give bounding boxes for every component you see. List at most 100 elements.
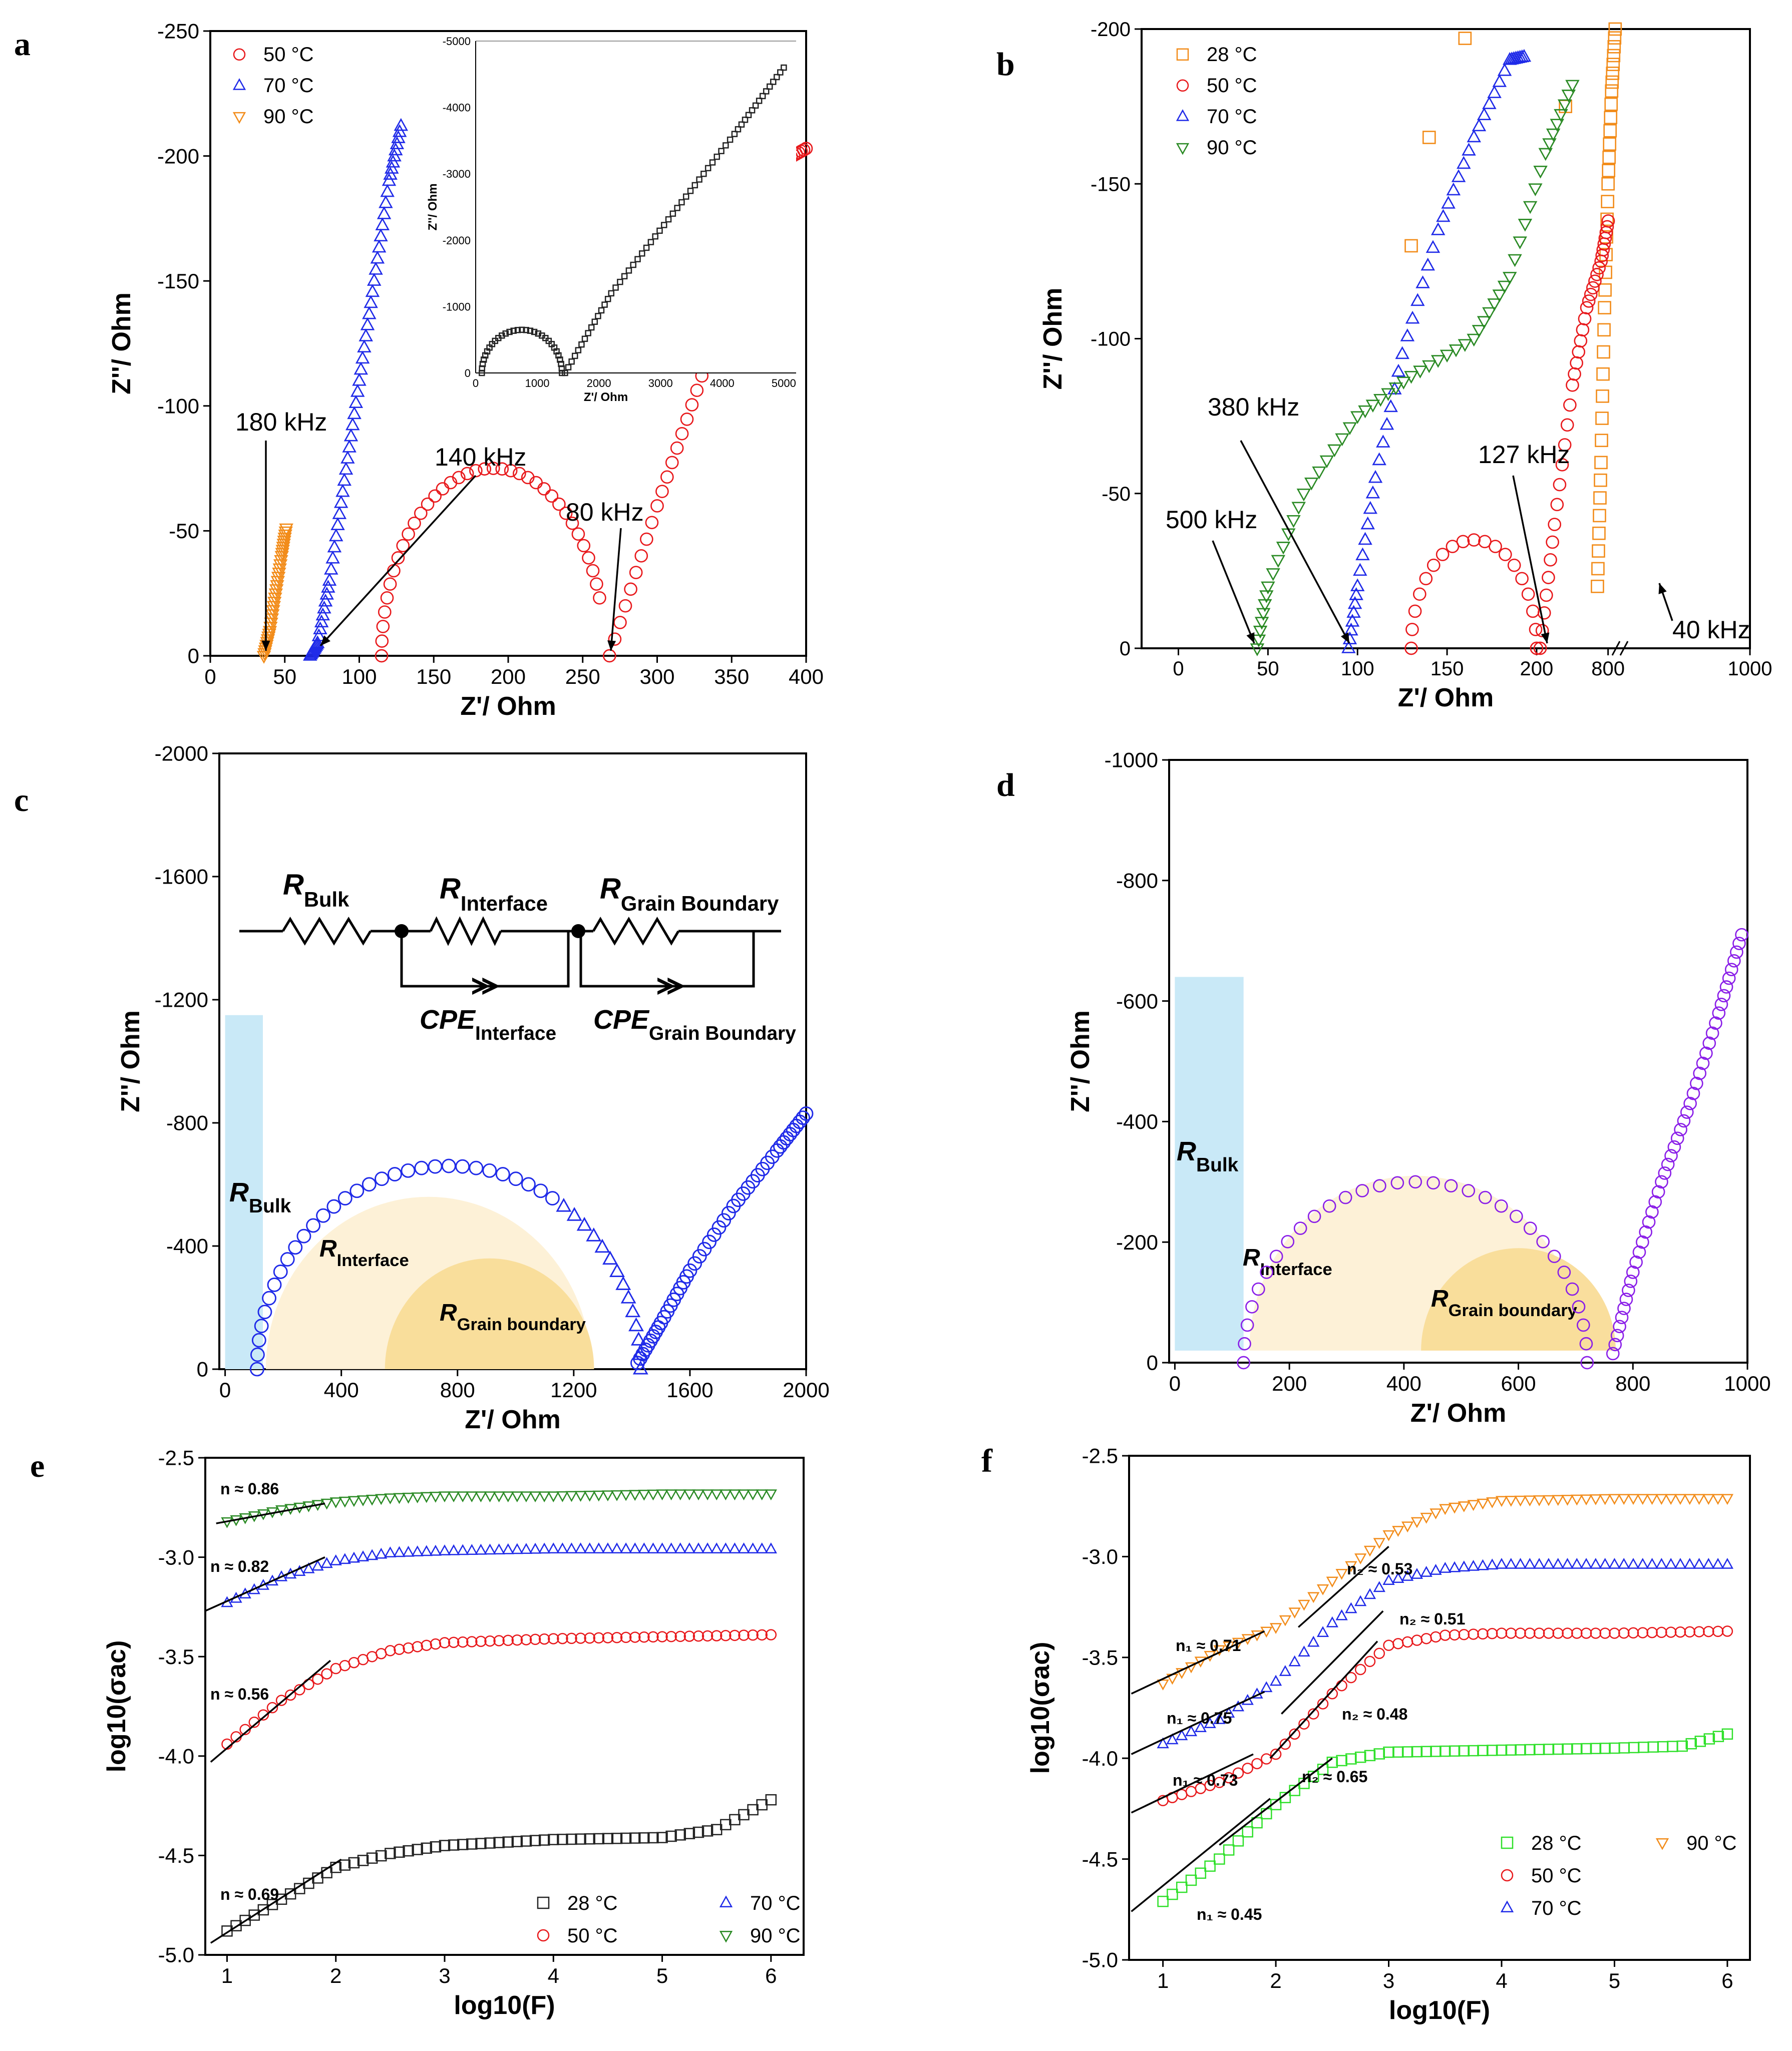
- cpe-symbol: ≫: [471, 971, 499, 1001]
- inset-x-tick-label: 5000: [772, 377, 796, 389]
- data-point: [493, 1543, 505, 1554]
- data-point: [1557, 99, 1572, 113]
- data-point: [1693, 1066, 1707, 1080]
- data-point: [493, 1491, 505, 1503]
- data-point: [533, 1183, 548, 1198]
- data-point: [1326, 1616, 1338, 1627]
- y-axis-label: log10(σac): [1026, 1642, 1055, 1774]
- inset-point: [621, 273, 628, 280]
- data-point: [1561, 1495, 1574, 1506]
- data-point: [1592, 261, 1606, 275]
- data-point: [1288, 1607, 1301, 1619]
- data-point: [1373, 1648, 1385, 1659]
- data-point: [1420, 257, 1435, 271]
- fit-label: n₁ ≈ 0.73: [1173, 1771, 1238, 1789]
- data-point: [1600, 212, 1614, 226]
- data-point: [1657, 1741, 1669, 1753]
- circuit-label-cpe-interface: CPEInterface: [420, 1005, 556, 1044]
- region-grain-boundary: [1421, 1248, 1616, 1351]
- data-point: [1322, 1199, 1336, 1213]
- data-point: [1368, 470, 1383, 483]
- data-point: [384, 1493, 397, 1505]
- data-point: [1604, 97, 1618, 111]
- data-point: [1242, 1826, 1253, 1838]
- data-point: [1714, 997, 1728, 1011]
- x-tick-label: 4: [548, 1964, 559, 1987]
- data-point: [557, 1834, 568, 1845]
- data-point: [1411, 1634, 1423, 1646]
- data-point: [1408, 1175, 1422, 1189]
- data-point: [391, 130, 406, 143]
- data-point: [1724, 963, 1738, 977]
- data-point: [421, 497, 435, 511]
- inset-point: [612, 284, 619, 291]
- data-point: [1613, 1320, 1626, 1334]
- x-tick-label: 0: [1173, 658, 1184, 680]
- data-point: [396, 539, 410, 553]
- data-point: [1582, 294, 1596, 308]
- data-point: [313, 621, 327, 635]
- fit-label: n₂ ≈ 0.48: [1342, 1705, 1407, 1723]
- data-point: [1543, 1627, 1555, 1639]
- data-point: [402, 527, 415, 541]
- data-point: [650, 499, 664, 513]
- legend-label: 90 °C: [1686, 1832, 1737, 1854]
- data-point: [393, 1546, 406, 1557]
- inset-point: [718, 148, 725, 154]
- y-axis-label: Z''/ Ohm: [1066, 1010, 1095, 1112]
- data-point: [1636, 1494, 1649, 1505]
- annotation-arrow-head: [320, 635, 330, 646]
- data-point: [556, 1197, 572, 1212]
- inset-y-tick-label: -1000: [443, 300, 471, 313]
- data-point: [1482, 96, 1497, 109]
- circuit-label-r-interface: RInterface: [440, 873, 548, 915]
- inset-point: [652, 233, 658, 240]
- legend-marker: [1176, 143, 1190, 155]
- data-point: [1420, 1632, 1432, 1645]
- data-point: [447, 1544, 460, 1555]
- data-point: [1401, 1570, 1414, 1581]
- data-point: [356, 1550, 370, 1561]
- data-point: [747, 1542, 759, 1553]
- data-point: [402, 1545, 415, 1557]
- data-point: [1552, 1495, 1564, 1506]
- inset-y-tick-label: -3000: [443, 168, 471, 180]
- fit-label: n₂ ≈ 0.65: [1302, 1768, 1367, 1786]
- data-point: [1658, 1166, 1672, 1180]
- data-point: [393, 1493, 406, 1504]
- data-point: [1721, 1625, 1733, 1637]
- data-point: [386, 154, 401, 168]
- data-point: [1425, 240, 1441, 253]
- data-point: [366, 1494, 379, 1506]
- data-point: [1565, 80, 1580, 93]
- data-point: [329, 1497, 342, 1508]
- data-point: [370, 250, 385, 264]
- data-point: [779, 1131, 794, 1146]
- data-point: [447, 1491, 460, 1503]
- data-point: [610, 1542, 623, 1553]
- data-point: [352, 372, 367, 386]
- data-point: [1342, 422, 1357, 436]
- data-point: [1349, 587, 1363, 600]
- region-label-grain-boundary-main: R: [1431, 1286, 1449, 1312]
- data-point: [1373, 393, 1388, 407]
- data-point: [1599, 1627, 1611, 1639]
- data-point: [660, 470, 674, 484]
- data-point: [1413, 365, 1427, 379]
- x-tick-label: 1: [221, 1964, 233, 1987]
- data-point: [378, 605, 392, 619]
- data-point: [1618, 1742, 1630, 1754]
- inset-point: [514, 327, 521, 333]
- legend-marker: [232, 78, 246, 90]
- data-point: [1204, 1717, 1216, 1728]
- data-point: [1266, 568, 1280, 581]
- data-point: [1354, 1553, 1367, 1564]
- inset-point: [738, 121, 745, 128]
- data-point: [1350, 578, 1365, 592]
- data-point: [1719, 980, 1733, 994]
- data-point: [656, 1832, 668, 1843]
- data-point: [1270, 1748, 1282, 1760]
- data-point: [1392, 1526, 1404, 1537]
- data-point: [1617, 1302, 1631, 1315]
- inset-x-tick-label: 3000: [648, 377, 673, 389]
